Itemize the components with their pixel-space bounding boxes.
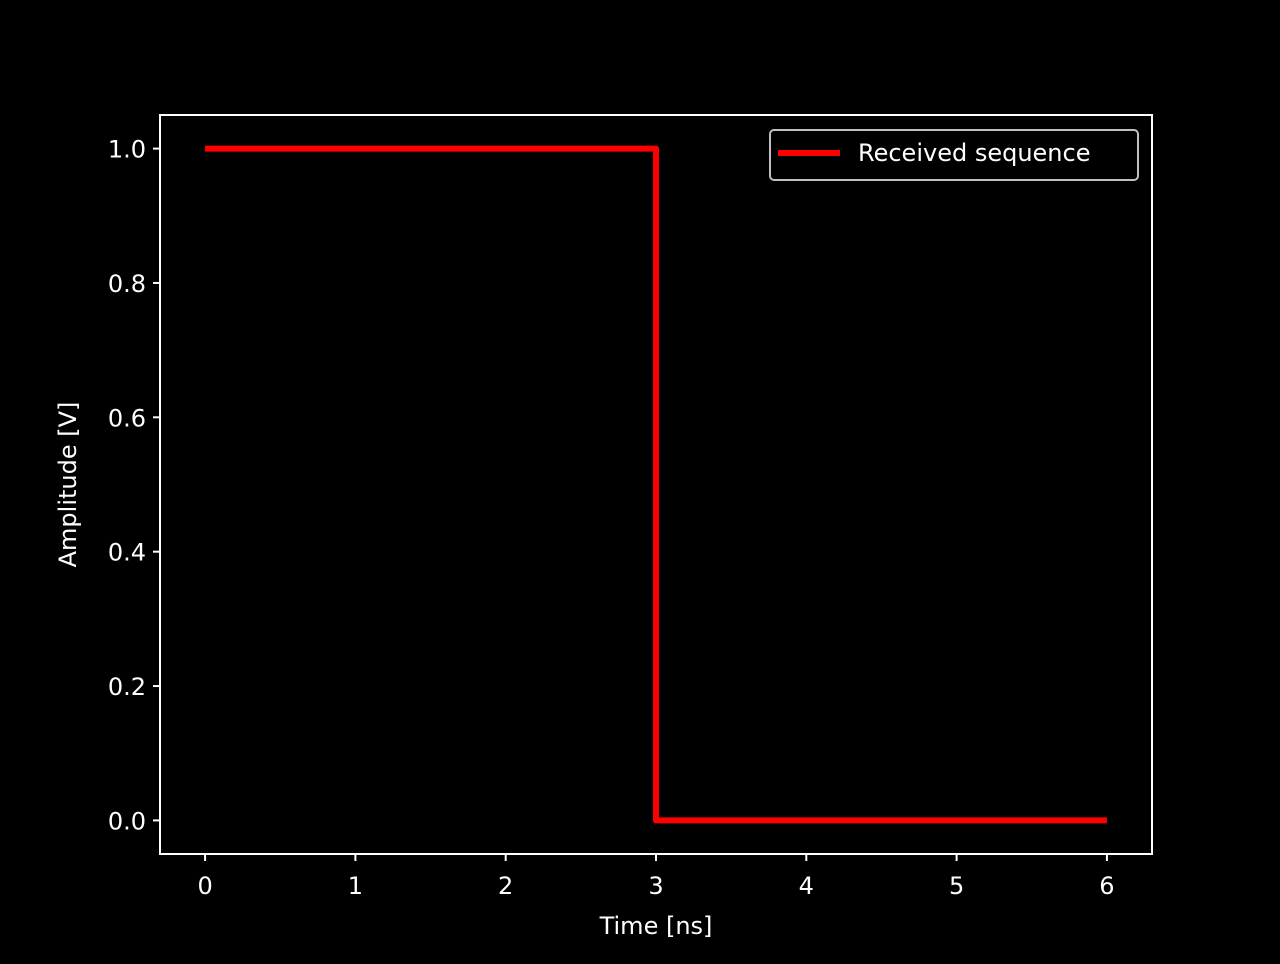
plot-area: 0 1 2 3 4 5 6 0.0 0.2 0.4 0.6 0.8 1.0 [108, 114, 1153, 900]
x-tick-label: 0 [197, 872, 212, 900]
y-tick-label: 0.8 [108, 270, 146, 298]
y-tick-label: 0.4 [108, 539, 146, 567]
y-tick-label: 0.2 [108, 673, 146, 701]
y-axis-label: Amplitude [V] [54, 402, 82, 568]
x-axis-label: Time [ns] [599, 912, 713, 940]
y-tick-label: 0.0 [108, 807, 146, 835]
x-tick-label: 2 [498, 872, 513, 900]
legend-box [769, 129, 1139, 181]
y-tick-label: 0.6 [108, 404, 146, 432]
x-tick-label: 4 [799, 872, 814, 900]
y-tick-label: 1.0 [108, 136, 146, 164]
x-tick-label: 3 [648, 872, 663, 900]
legend-label: Received sequence [858, 139, 1090, 167]
x-tick-label: 1 [348, 872, 363, 900]
x-tick-label: 5 [949, 872, 964, 900]
legend: Received sequence [769, 129, 1139, 181]
x-tick-label: 6 [1099, 872, 1114, 900]
series-line-0 [205, 145, 1107, 824]
